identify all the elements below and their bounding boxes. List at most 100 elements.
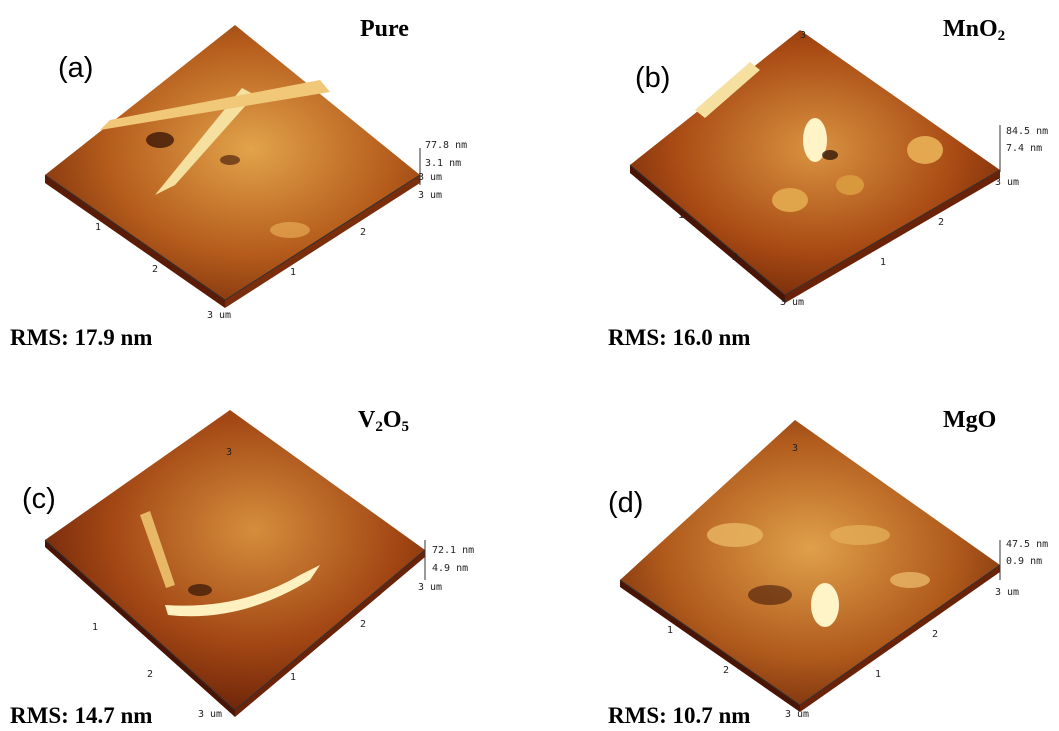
y-axis-line: [234, 549, 426, 711]
pit-feature: [822, 150, 838, 160]
afm-3d-surface-pure: 1 2 3 um 1 2 3 um 77.8 nm 3.1 nm 3 um: [44, 25, 467, 321]
surface-edge: [620, 580, 800, 712]
surface-edge: [45, 175, 225, 308]
afm-panel-mgo: 1 2 3 um 1 2 3 47.5 nm 0.9 nm 3 um (d) M…: [530, 365, 1059, 731]
title-part: V: [358, 407, 376, 433]
grain-feature: [772, 188, 808, 212]
afm-panel-mno2: 1 2 3 um 1 2 3 84.5 nm 7.4 nm 3 um (b) M…: [530, 0, 1059, 360]
fiber-feature: [100, 80, 330, 130]
surface-plane: [45, 410, 425, 710]
surface-edge: [785, 170, 1000, 303]
afm-3d-surface-mno2: 1 2 3 um 1 2 3 84.5 nm 7.4 nm 3 um: [629, 30, 1048, 308]
x-axis-line: [619, 579, 801, 706]
afm-panel-v2o5: 1 2 3 um 1 2 3 72.1 nm 4.9 nm 3 um (c) V…: [0, 365, 520, 731]
grain-feature: [803, 118, 827, 162]
y-tick-label: 2: [932, 629, 938, 640]
x-tick-label: 3 um: [207, 310, 231, 321]
y-axis-line: [799, 564, 1001, 706]
surface-plane: [630, 30, 1000, 295]
grain-feature: [836, 175, 864, 195]
z-max-label: 84.5 nm: [1006, 126, 1048, 137]
title-part: O: [382, 407, 402, 433]
y-tick-label: 3: [792, 443, 798, 454]
y-tick-label: 1: [880, 257, 886, 268]
z-max-label: 72.1 nm: [432, 545, 474, 556]
grain-feature: [707, 523, 763, 547]
y-tick-label: 2: [938, 217, 944, 228]
fiber-feature: [695, 62, 760, 118]
rms-value: RMS: 16.0 nm: [608, 325, 751, 350]
x-tick-label: 2: [147, 669, 153, 680]
fiber-feature: [155, 88, 255, 195]
y-tick-label: 2: [360, 227, 366, 238]
afm-3d-surface-mgo: 1 2 3 um 1 2 3 47.5 nm 0.9 nm 3 um: [619, 420, 1048, 720]
y-axis-line: [224, 174, 421, 301]
rms-value: RMS: 17.9 nm: [10, 325, 153, 350]
z-mid-label: 4.9 nm: [432, 563, 468, 574]
grain-feature: [811, 583, 839, 627]
panel-letter: (c): [22, 483, 56, 515]
x-axis-line: [44, 174, 226, 301]
x-tick-label: 3 um: [785, 709, 809, 720]
pit-feature: [220, 155, 240, 165]
z-unit-label: 3 um: [995, 587, 1019, 598]
panel-letter: (b): [635, 62, 671, 94]
grain-feature: [270, 222, 310, 238]
x-tick-label: 3 um: [198, 709, 222, 720]
y-tick-label: 3: [226, 447, 232, 458]
panel-letter: (d): [608, 487, 644, 519]
title-part: O: [979, 16, 998, 42]
y-tick-label: 1: [875, 669, 881, 680]
pit-feature: [188, 584, 212, 596]
y-tick-label: 3: [800, 30, 806, 41]
fiber-feature: [140, 511, 175, 588]
title-part: Mn: [943, 16, 979, 42]
z-mid-label: 3.1 nm: [425, 158, 461, 169]
pit-feature: [146, 132, 174, 148]
fiber-feature: [165, 565, 320, 617]
surface-edge: [225, 175, 420, 308]
z-mid-label: 0.9 nm: [1006, 556, 1042, 567]
x-tick-label: 3 um: [780, 297, 804, 308]
x-tick-label: 1: [95, 222, 101, 233]
z-mid-label: 7.4 nm: [1006, 143, 1042, 154]
y-axis-line: [784, 169, 1001, 296]
panel-letter: (a): [58, 52, 94, 84]
title-subscript: 2: [375, 419, 383, 435]
x-tick-label: 1: [678, 210, 684, 221]
y-tick-label: 2: [360, 619, 366, 630]
grain-feature: [830, 525, 890, 545]
x-axis-line: [629, 164, 786, 296]
z-unit-label: 3 um: [418, 582, 442, 593]
grain-feature: [907, 136, 943, 164]
x-tick-label: 2: [732, 252, 738, 263]
y-tick-label: 1: [290, 267, 296, 278]
x-tick-label: 1: [667, 625, 673, 636]
surface-edge: [800, 565, 1000, 712]
afm-3d-surface-v2o5: 1 2 3 um 1 2 3 72.1 nm 4.9 nm 3 um: [44, 410, 474, 720]
title-subscript: 5: [401, 419, 410, 435]
rms-value: RMS: 14.7 nm: [10, 703, 153, 728]
z-unit-label: 3 um: [418, 172, 442, 183]
z-max-label: 77.8 nm: [425, 140, 467, 151]
surface-edge: [235, 550, 425, 717]
x-tick-label: 1: [92, 622, 98, 633]
surface-edge: [630, 165, 785, 303]
surface-plane: [620, 420, 1000, 705]
panel-title: V2O5: [358, 407, 409, 436]
z-unit-label: 3 um: [995, 177, 1019, 188]
title-subscript: 2: [997, 28, 1006, 44]
rms-value: RMS: 10.7 nm: [608, 703, 751, 728]
x-axis-line: [44, 539, 236, 711]
afm-panel-pure: 1 2 3 um 1 2 3 um 77.8 nm 3.1 nm 3 um (a…: [0, 0, 520, 360]
surface-edge: [45, 540, 235, 717]
y-tick-label: 1: [290, 672, 296, 683]
panel-title: Pure: [360, 16, 409, 42]
panel-title: MgO: [943, 407, 997, 433]
panel-title: MnO2: [943, 16, 1005, 45]
y-tick-label: 3 um: [418, 190, 442, 201]
x-tick-label: 2: [152, 264, 158, 275]
x-tick-label: 2: [723, 665, 729, 676]
z-max-label: 47.5 nm: [1006, 539, 1048, 550]
grain-feature: [890, 572, 930, 588]
